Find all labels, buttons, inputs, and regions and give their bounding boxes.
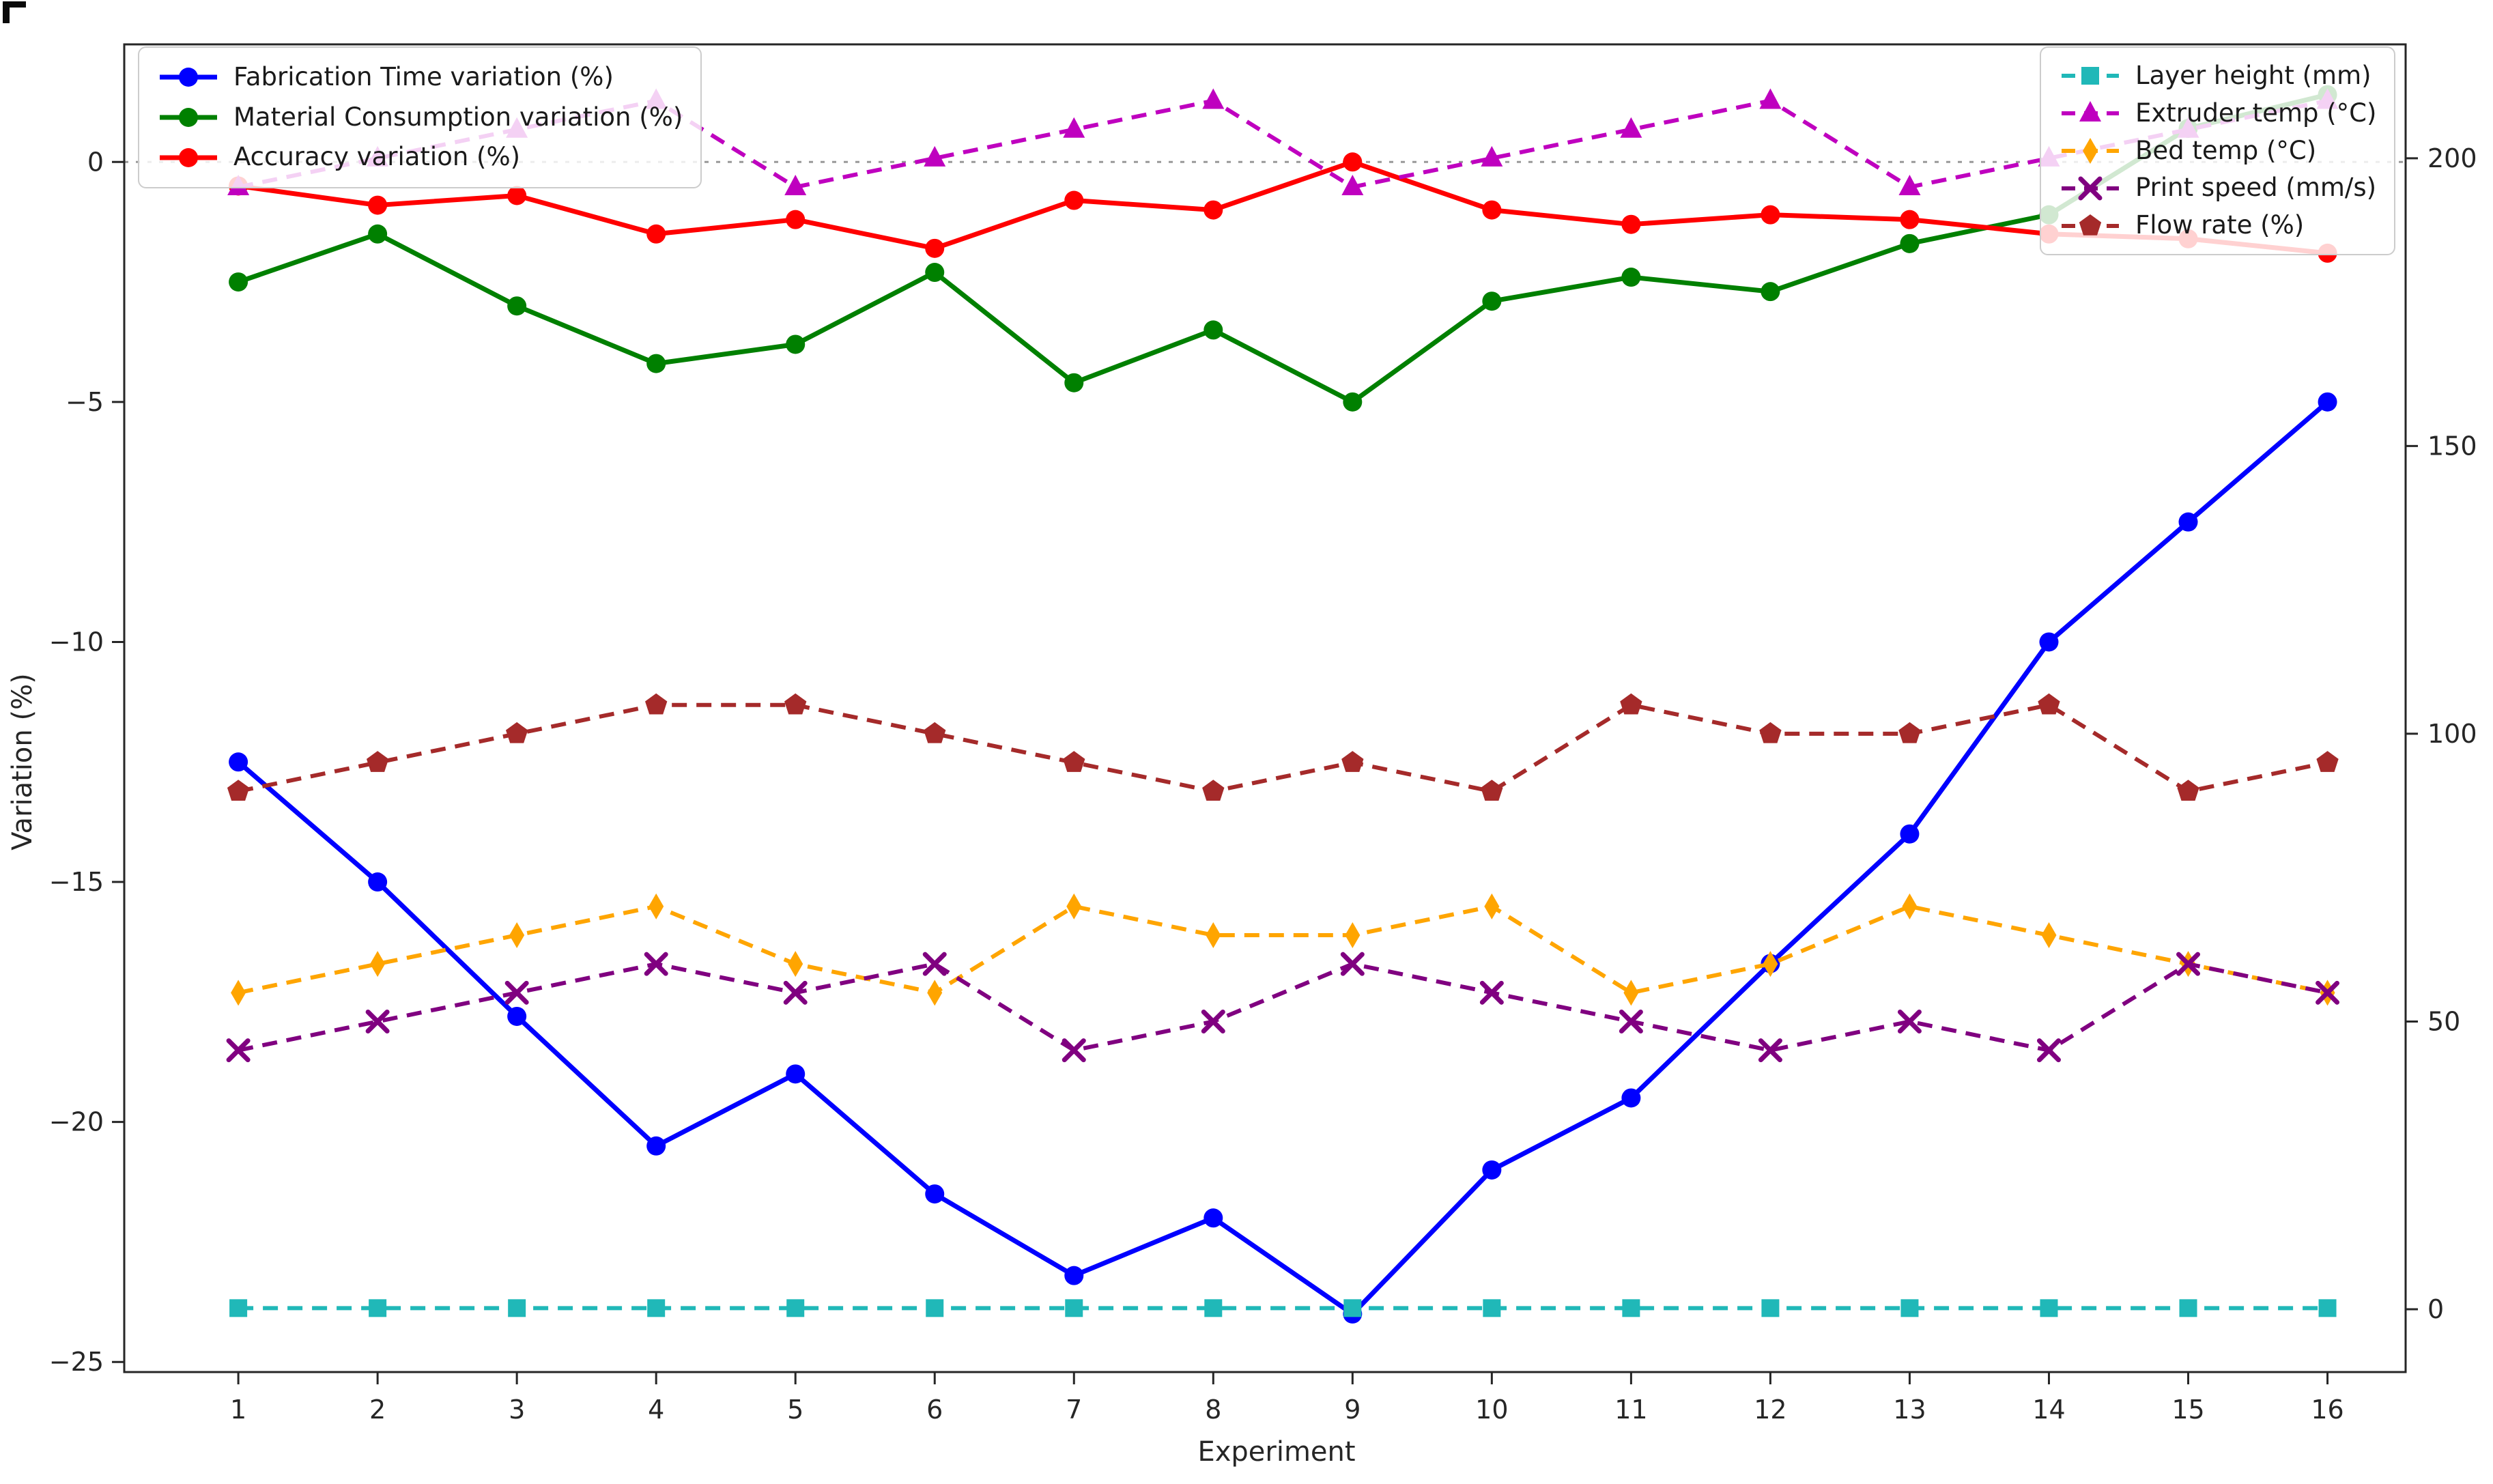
left-axis-tick-label: −5	[66, 387, 104, 417]
x-axis-tick-label: 2	[369, 1395, 386, 1425]
left-axis-tick-label: 0	[87, 147, 104, 177]
x-axis-tick-label: 14	[2032, 1395, 2065, 1425]
pentagon-marker-icon	[2062, 214, 2119, 236]
legend-label: Fabrication Time variation (%)	[233, 61, 614, 91]
x-marker-icon	[2062, 176, 2119, 201]
legend-upper-right: Layer height (mm) Extruder temp (°C) Bed t…	[2040, 46, 2396, 255]
legend-label: Layer height (mm)	[2135, 61, 2371, 91]
triangle-marker-icon	[2062, 101, 2119, 122]
x-axis-tick-label: 4	[648, 1395, 664, 1425]
left-axis-tick-label: −25	[49, 1347, 104, 1377]
series-bed-temp-c	[231, 893, 2335, 1006]
x-axis-tick-label: 11	[1614, 1395, 1647, 1425]
legend-label: Flow rate (%)	[2135, 210, 2305, 240]
x-axis-tick-label: 8	[1205, 1395, 1221, 1425]
x-axis-tick-label: 9	[1344, 1395, 1361, 1425]
legend-entry: Print speed (mm/s)	[2059, 173, 2376, 204]
y-axis-label-left: Variation (%)	[7, 673, 38, 850]
x-axis-tick-label: 1	[230, 1395, 246, 1425]
series-layer-height-mm	[229, 1299, 2337, 1317]
window-corner-artifact	[3, 1, 26, 23]
series-accuracy-variation	[229, 152, 2337, 263]
left-axis-tick-label: −15	[49, 867, 104, 897]
series-print-speed-mm-s	[226, 952, 2340, 1063]
right-axis-tick-label: 200	[2427, 143, 2477, 173]
right-axis-tick-label: 0	[2427, 1294, 2444, 1324]
legend-entry: Fabrication Time variation (%)	[157, 61, 683, 93]
x-axis-tick-label: 7	[1066, 1395, 1082, 1425]
series-fabrication-time-variation	[229, 392, 2337, 1324]
square-marker-icon	[2062, 67, 2119, 85]
circle-marker-icon	[160, 68, 217, 87]
legend-entry: Extruder temp (°C)	[2059, 98, 2376, 129]
x-axis-tick-label: 15	[2171, 1395, 2204, 1425]
legend-label: Accuracy variation (%)	[233, 142, 521, 172]
legend-entry: Material Consumption variation (%)	[157, 102, 683, 133]
series-flow-rate	[227, 693, 2339, 801]
x-axis-tick-label: 13	[1893, 1395, 1926, 1425]
legend-label: Bed temp (°C)	[2135, 135, 2317, 165]
legend-entry: Accuracy variation (%)	[157, 142, 683, 173]
x-axis-tick-label: 10	[1475, 1395, 1508, 1425]
circle-marker-icon	[160, 107, 217, 127]
x-axis-label: Experiment	[1197, 1436, 1355, 1468]
legend-label: Extruder temp (°C)	[2135, 98, 2377, 128]
legend-entry: Layer height (mm)	[2059, 60, 2376, 91]
legend-upper-left: Fabrication Time variation (%) Material C…	[138, 46, 702, 188]
left-axis-tick-label: −10	[49, 627, 104, 657]
legend-entry: Flow rate (%)	[2059, 210, 2376, 242]
diamond-marker-icon	[2062, 137, 2119, 164]
circle-marker-icon	[160, 147, 217, 167]
legend-label: Material Consumption variation (%)	[233, 102, 683, 132]
legend-entry: Bed temp (°C)	[2059, 135, 2376, 167]
x-axis-tick-label: 12	[1754, 1395, 1786, 1425]
x-axis-tick-label: 3	[509, 1395, 525, 1425]
x-axis-tick-label: 16	[2311, 1395, 2344, 1425]
right-axis-tick-label: 100	[2427, 719, 2477, 749]
x-axis-tick-label: 5	[787, 1395, 803, 1425]
left-axis-tick-label: −20	[49, 1107, 104, 1137]
right-axis-tick-label: 50	[2427, 1006, 2460, 1036]
right-axis-tick-label: 150	[2427, 431, 2477, 461]
legend-label: Print speed (mm/s)	[2135, 173, 2377, 203]
x-axis-tick-label: 6	[926, 1395, 943, 1425]
